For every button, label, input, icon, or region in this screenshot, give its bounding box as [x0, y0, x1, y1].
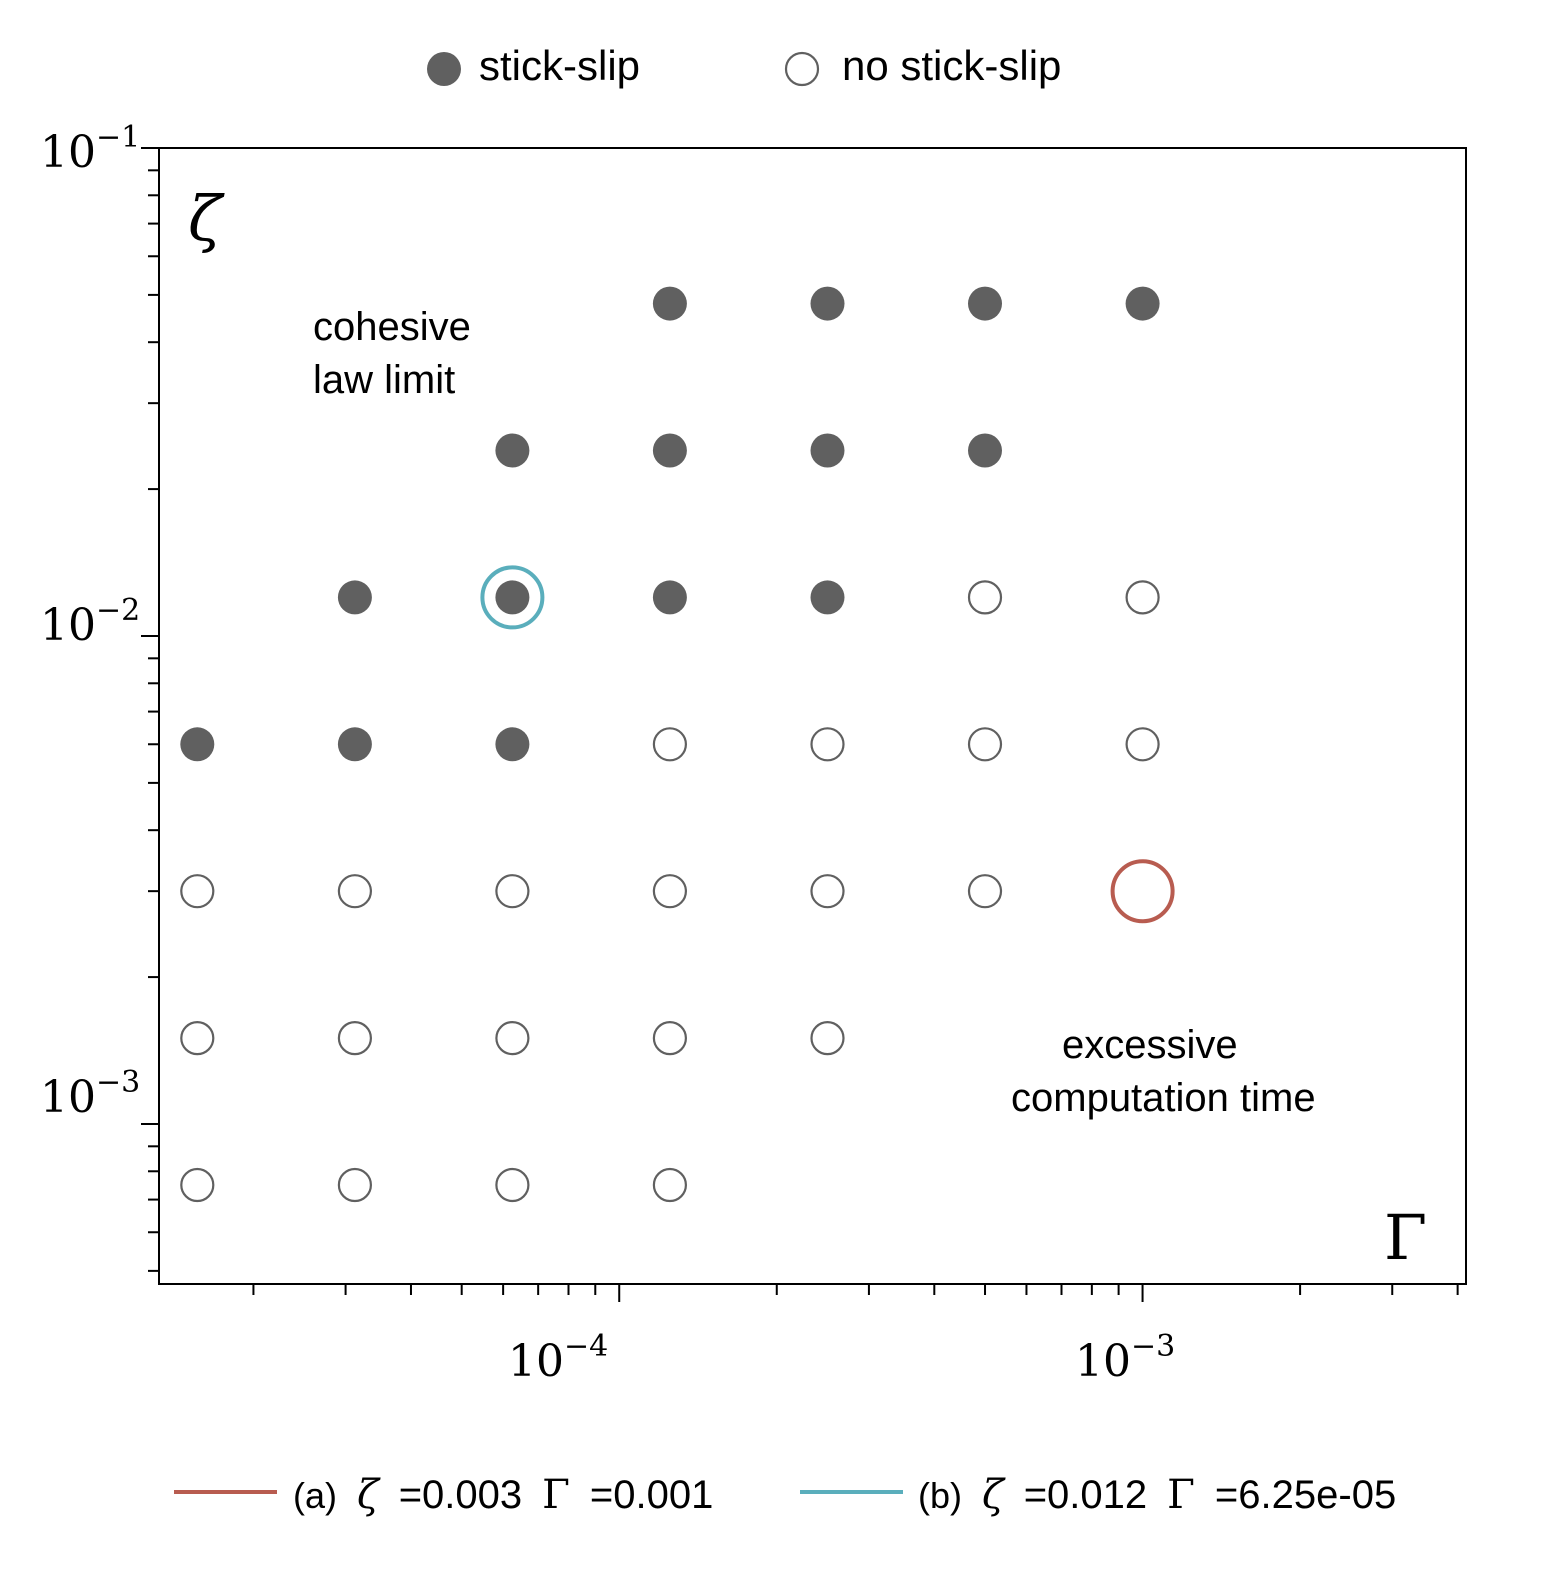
legend-b-label: (b) ζ =0.012 Γ =6.25e-05 [918, 1472, 1396, 1518]
stick-slip-point [1125, 286, 1160, 321]
stick-slip-point [180, 727, 215, 762]
data-points [180, 286, 1160, 1203]
legend-stick-slip-label: stick-slip [479, 42, 640, 89]
y-axis-ticks [141, 147, 159, 1272]
legend-no-stick-slip-marker [784, 51, 820, 87]
no-stick-slip-point [180, 874, 215, 909]
stick-slip-point [810, 433, 845, 468]
highlight-ring-a [1110, 859, 1175, 924]
no-stick-slip-point [810, 727, 845, 762]
stick-slip-point [652, 433, 687, 468]
no-stick-slip-point [967, 727, 1003, 762]
highlight-rings [480, 565, 1175, 924]
no-stick-slip-point [180, 1167, 215, 1203]
stick-slip-point [337, 580, 372, 615]
no-stick-slip-point [967, 580, 1003, 615]
no-stick-slip-point [810, 874, 845, 909]
highlight-ring-b [480, 565, 545, 630]
no-stick-slip-point [652, 1167, 688, 1203]
plot-frame [158, 147, 1467, 1285]
no-stick-slip-point [180, 1020, 215, 1056]
no-stick-slip-point [652, 727, 688, 762]
y-tick-label-1e-3: 10−3 [40, 1065, 140, 1123]
stick-slip-point [495, 727, 530, 762]
no-stick-slip-point [337, 1020, 372, 1056]
stick-slip-point [337, 727, 372, 762]
y-tick-label-1e-1: 10−1 [40, 120, 140, 178]
stick-slip-point [810, 580, 845, 615]
annotation-cohesive-line1: cohesive [313, 305, 471, 349]
legend-no-stick-slip-label: no stick-slip [842, 42, 1061, 89]
x-tick-label-1e-4: 10−4 [508, 1329, 608, 1387]
stick-slip-point [810, 286, 845, 321]
legend-stick-slip-marker [427, 52, 461, 86]
annotation-excessive-line1: excessive [1062, 1023, 1238, 1067]
no-stick-slip-point [810, 1020, 845, 1056]
x-axis-ticks [252, 1284, 1459, 1302]
no-stick-slip-point [652, 1020, 688, 1056]
annotation-cohesive-line2: law limit [313, 358, 455, 402]
y-tick-label-1e-2: 10−2 [40, 593, 140, 651]
no-stick-slip-point [337, 874, 372, 909]
annotation-excessive-line2: computation time [1011, 1076, 1316, 1120]
stick-slip-point [968, 286, 1002, 321]
stick-slip-point [968, 433, 1002, 468]
no-stick-slip-point [1125, 727, 1160, 762]
x-axis-label: Γ [1384, 1201, 1427, 1274]
no-stick-slip-point [337, 1167, 372, 1203]
x-tick-label-1e-3: 10−3 [1075, 1329, 1175, 1387]
no-stick-slip-point [1125, 580, 1160, 615]
no-stick-slip-point [495, 874, 530, 909]
top-legend: stick-slip no stick-slip [427, 42, 1061, 89]
stick-slip-point [495, 433, 530, 468]
no-stick-slip-point [495, 1020, 530, 1056]
bottom-legend: (a) ζ =0.003 Γ =0.001 (b) ζ =0.012 Γ =6.… [174, 1472, 1396, 1518]
stick-slip-point [652, 580, 687, 615]
no-stick-slip-point [967, 874, 1003, 909]
legend-a-label: (a) ζ =0.003 Γ =0.001 [293, 1472, 713, 1518]
no-stick-slip-point [652, 874, 688, 909]
stick-slip-point [652, 286, 687, 321]
no-stick-slip-point [495, 1167, 530, 1203]
y-axis-label: ζ [188, 182, 225, 255]
stick-slip-point [495, 580, 530, 615]
